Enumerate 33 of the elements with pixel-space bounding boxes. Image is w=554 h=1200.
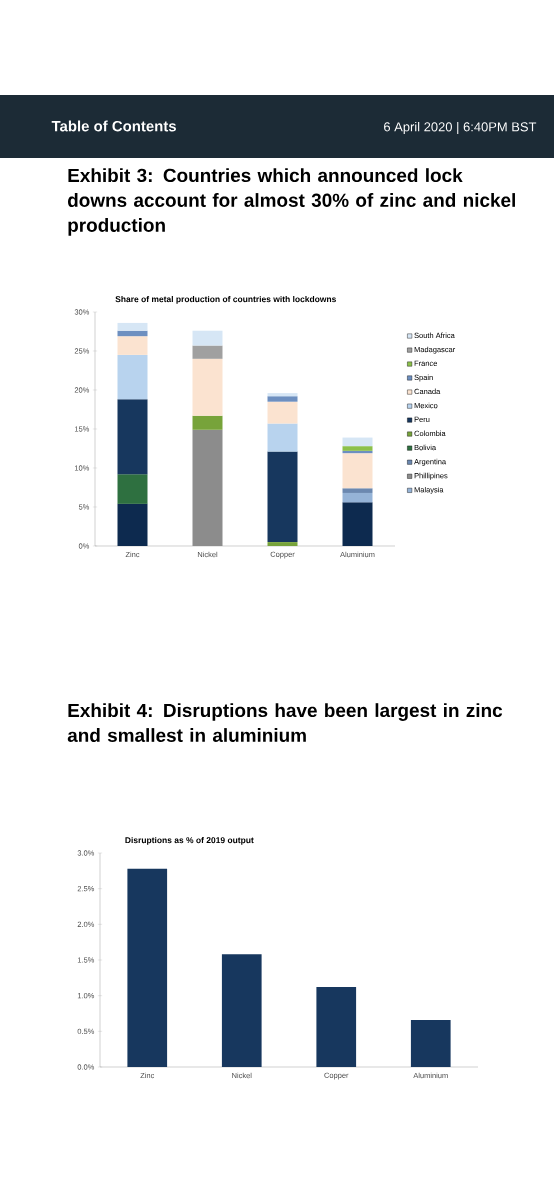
bar (192, 330, 223, 346)
bar (342, 492, 373, 503)
bar (267, 423, 298, 452)
bar (267, 396, 298, 402)
bar (117, 399, 148, 475)
bar (117, 503, 148, 546)
bar (192, 415, 223, 430)
bar (316, 987, 357, 1067)
bar (221, 954, 262, 1067)
bar (267, 451, 298, 543)
bar (117, 474, 148, 504)
bar (192, 345, 223, 359)
text: 6 April 2020 | 6:40PM BST (384, 121, 537, 135)
bar (192, 358, 223, 416)
bar (117, 336, 148, 355)
bar (117, 330, 148, 337)
bar (267, 401, 298, 424)
bar (342, 437, 373, 447)
bar (342, 453, 373, 489)
bar (267, 542, 298, 546)
bar (342, 502, 373, 546)
text: Table of Contents (51, 120, 176, 132)
chart-subtitle: Disruptions as % of 2019 output (125, 836, 254, 845)
chart-title: Exhibit 4: Disruptions have been largest in zinc and smallest in aluminium (67, 703, 503, 742)
bar (117, 322, 148, 331)
bar (127, 868, 168, 1067)
bar (410, 1019, 451, 1067)
bar (342, 488, 373, 493)
bar (342, 446, 373, 451)
bar (267, 393, 298, 397)
chart-subtitle: Share of metal production of countries with lockdowns (115, 295, 336, 304)
chart-title: Exhibit 3: Countries which announced lock downs account for almost 30% of zinc and nickel production (67, 168, 515, 236)
bar (117, 354, 148, 400)
